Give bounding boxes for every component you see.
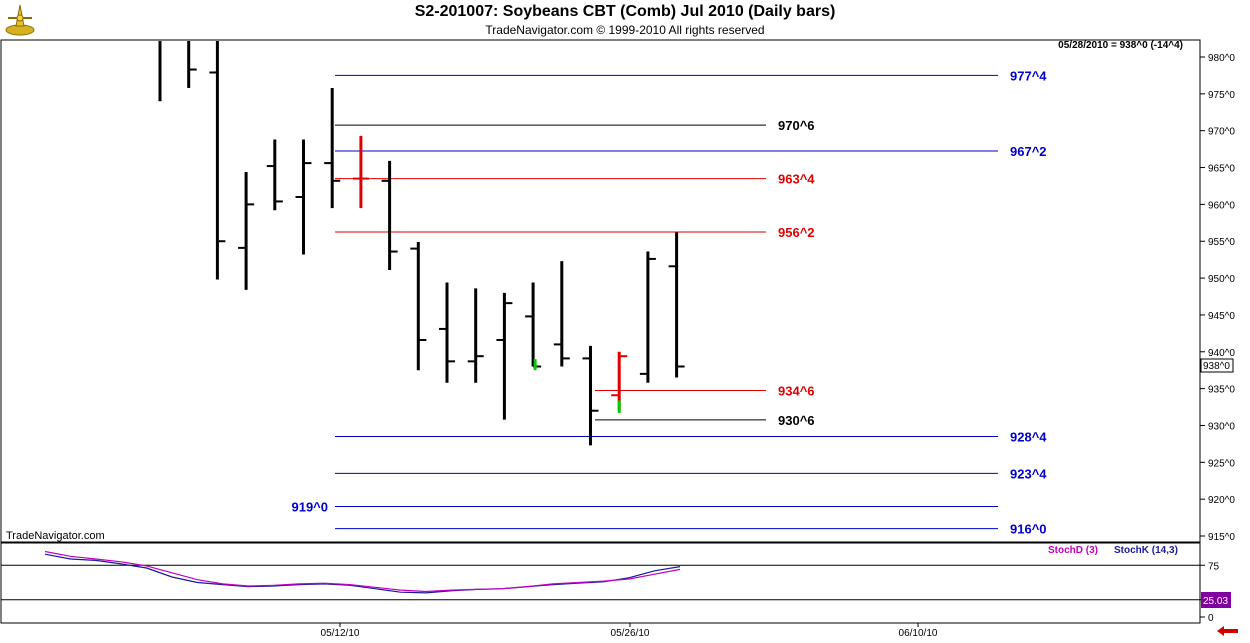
trade-navigator-logo-icon[interactable] [2,2,38,38]
last-price-tag: 938^0 [1200,358,1234,373]
date-tick-label: 06/10/10 [899,628,938,639]
price-level-label: 956^2 [778,225,815,240]
date-tick-label: 05/26/10 [611,628,650,639]
price-axis: 915^0 920^0 925^0 930^0 935^0 940^0 945^0 950^0… [1200,53,1235,543]
price-tick-label: 930^0 [1208,421,1235,432]
date-axis: 05/12/10 05/26/10 06/10/10 [321,623,938,639]
price-panel[interactable] [0,39,1201,543]
stoch-tick-label: 0 [1208,613,1214,624]
price-tick-label: 965^0 [1208,164,1235,175]
stochastic-panel[interactable] [0,542,1201,624]
last-price-value: 938^0 [1203,361,1230,372]
quote-readout: 05/28/2010 = 938^0 (-14^4) [1058,40,1183,51]
price-tick-label: 970^0 [1208,127,1235,138]
price-tick-label: 915^0 [1208,532,1235,543]
copyright-subtitle: TradeNavigator.com © 1999-2010 All right… [485,23,765,37]
price-bars [158,41,685,446]
stochastic-lines: 02575 [1,550,1220,624]
price-level-label: 970^6 [778,118,815,133]
price-level-label: 967^2 [1010,144,1047,159]
stochD-line [44,550,681,593]
price-level-label: 934^6 [778,383,815,398]
price-level-label: 928^4 [1010,430,1047,445]
price-level-label: 963^4 [778,172,815,187]
scroll-arrow-icon[interactable] [1217,626,1238,636]
price-levels: 977^4 970^6 967^2 963^4 956^2 934^6 930^6 928^4… [291,68,1047,536]
price-level-label: 977^4 [1010,68,1047,83]
price-tick-label: 940^0 [1208,348,1235,359]
stoch-tick-label: 75 [1208,561,1220,572]
price-level-label: 919^0 [291,500,328,515]
price-level-label: 930^6 [778,413,815,428]
date-tick-label: 05/12/10 [321,628,360,639]
price-tick-label: 950^0 [1208,274,1235,285]
stochD-value-tag: 25.03 [1201,592,1231,608]
price-tick-label: 960^0 [1208,200,1235,211]
chart-title: S2-201007: Soybeans CBT (Comb) Jul 2010 … [414,3,836,20]
price-tick-label: 925^0 [1208,458,1235,469]
stochK-legend: StochK (14,3) [1114,545,1178,556]
price-tick-label: 955^0 [1208,237,1235,248]
stochK-line [44,553,681,594]
chart-header: S2-201007: Soybeans CBT (Comb) Jul 2010 … [0,0,1250,40]
price-tick-label: 980^0 [1208,53,1235,64]
price-tick-label: 945^0 [1208,311,1235,322]
price-level-label: 916^0 [1010,522,1047,537]
price-tick-label: 975^0 [1208,90,1235,101]
price-level-label: 923^4 [1010,466,1047,481]
stochD-value: 25.03 [1203,596,1228,607]
watermark: TradeNavigator.com [6,530,105,542]
stochD-legend: StochD (3) [1048,545,1098,556]
price-tick-label: 920^0 [1208,495,1235,506]
price-tick-label: 935^0 [1208,385,1235,396]
